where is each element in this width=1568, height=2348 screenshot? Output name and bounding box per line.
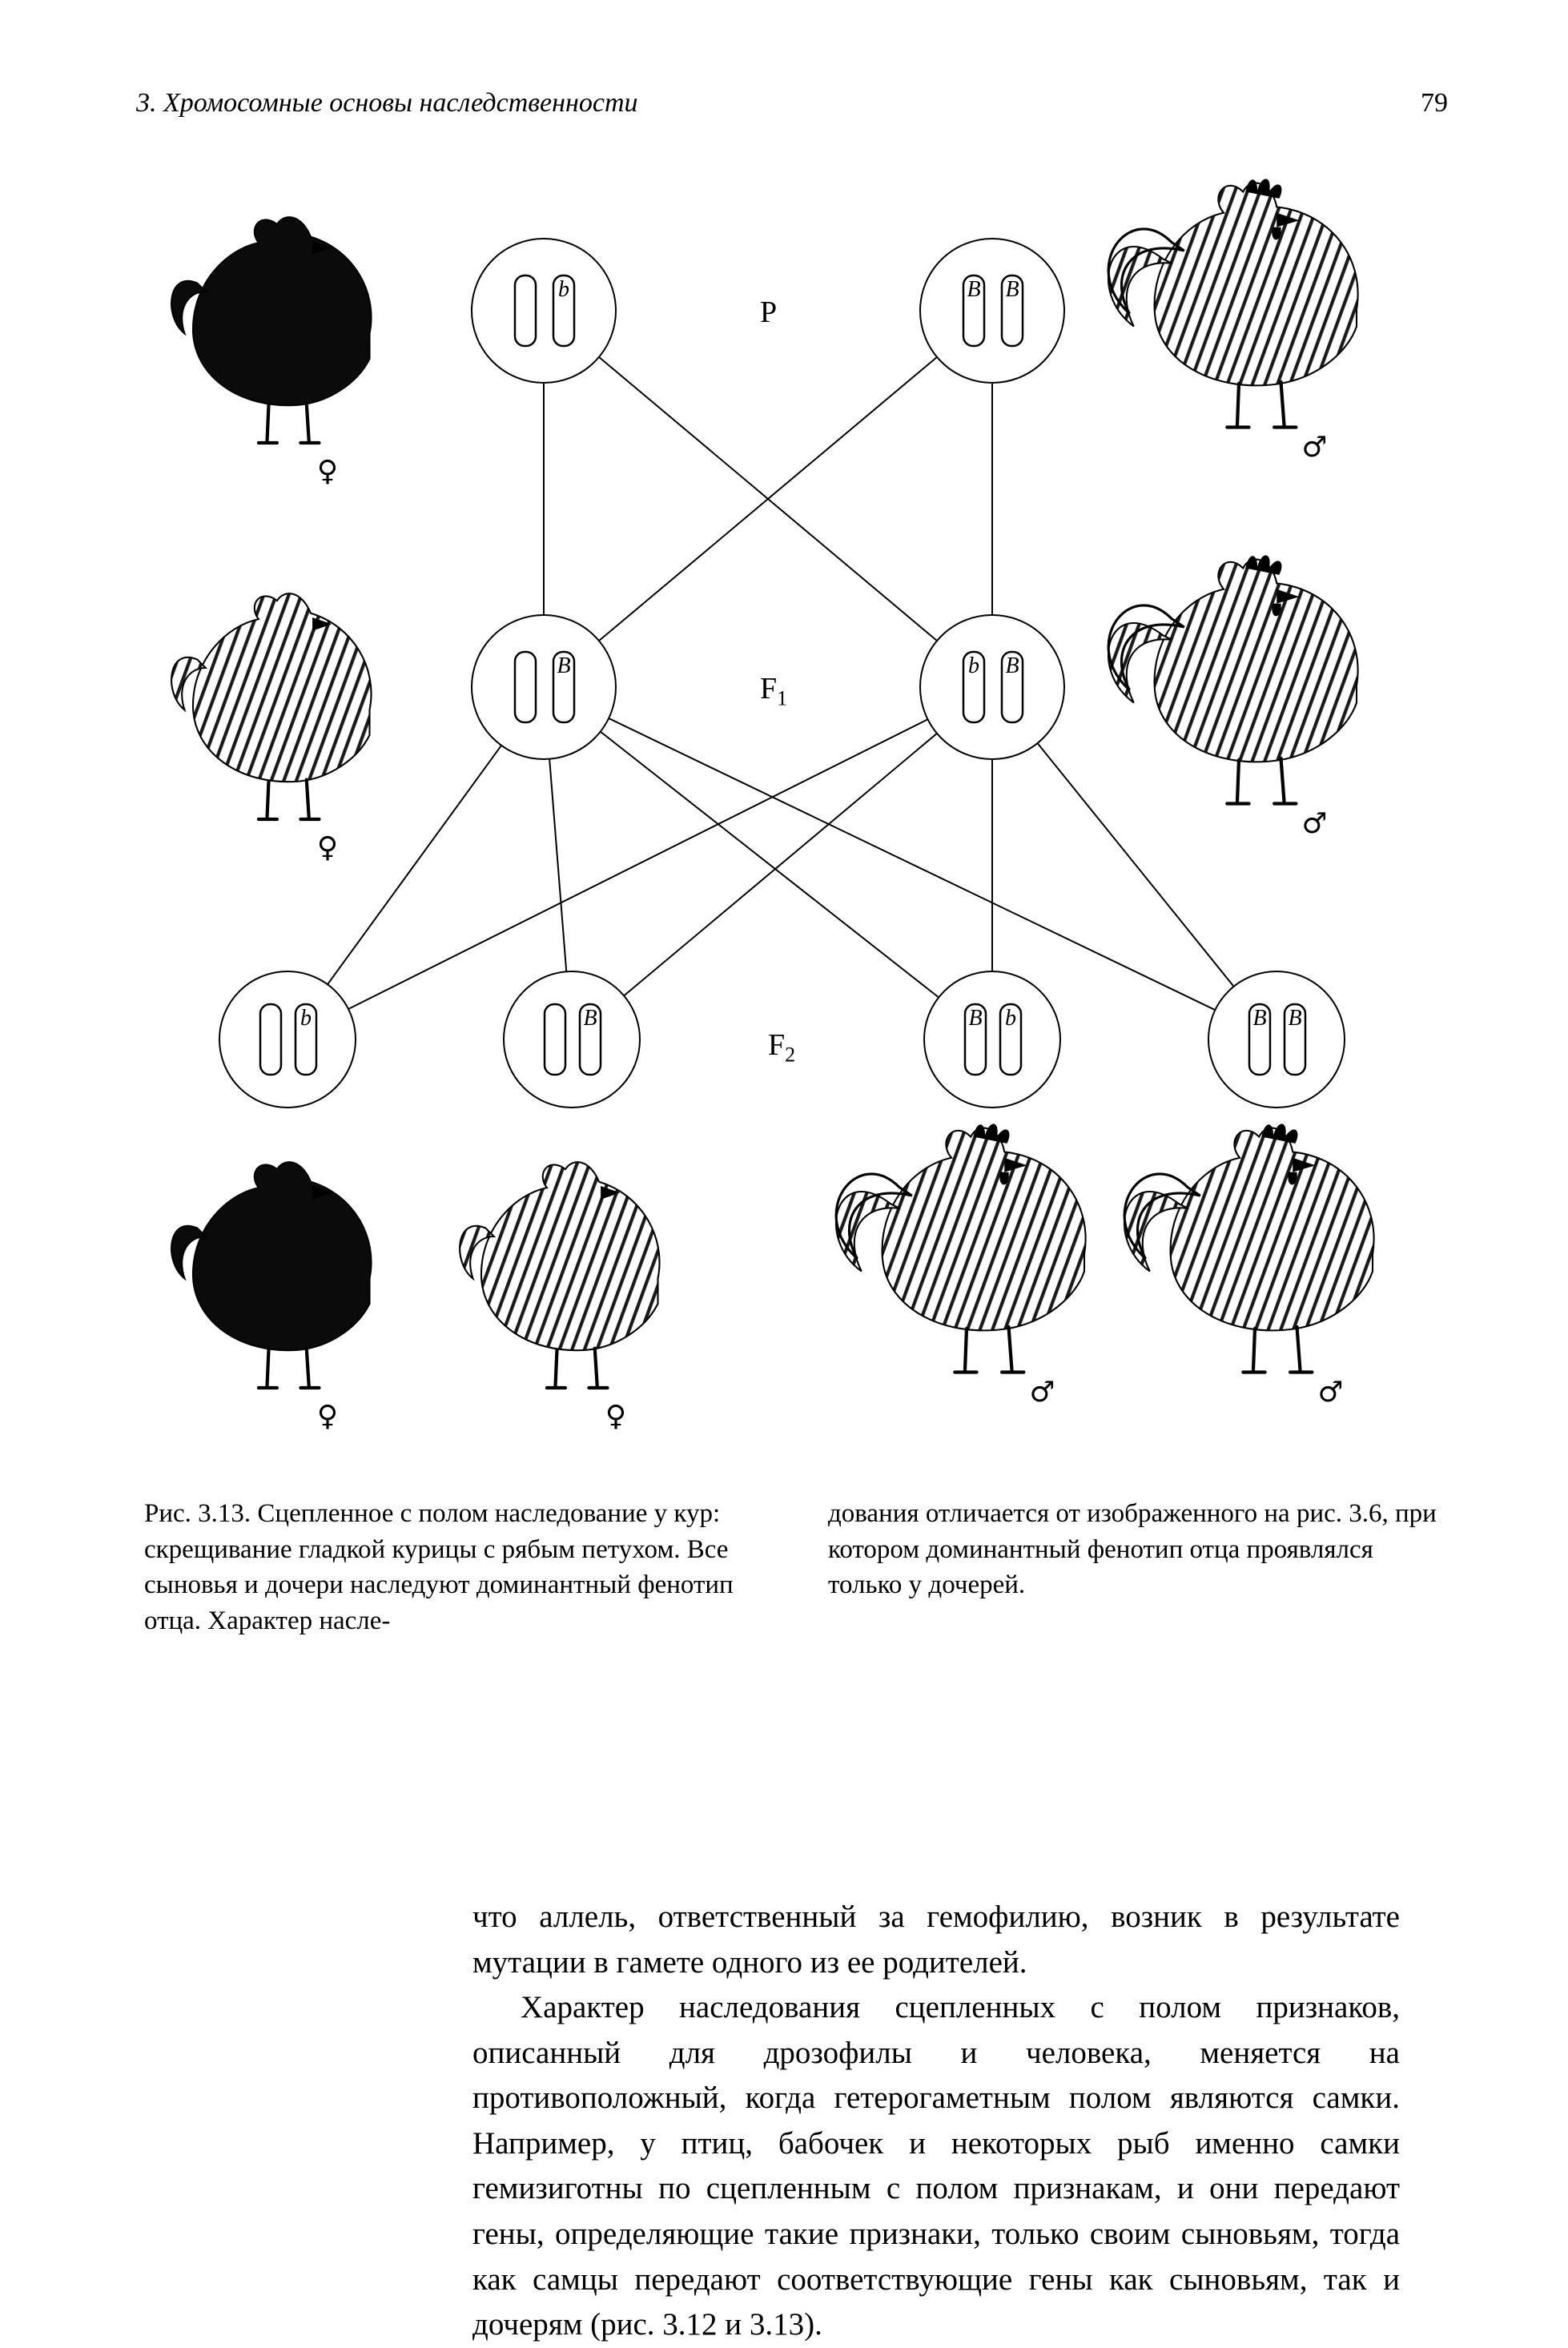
figure-3-13: bBBBbBbBBbBB♀♂♀♂♀♀♂♂ P F1 F2 xyxy=(151,167,1433,1464)
svg-text:b: b xyxy=(968,653,979,678)
svg-text:♂: ♂ xyxy=(1318,1376,1344,1409)
svg-text:♀: ♀ xyxy=(317,455,338,488)
figure-caption: Рис. 3.13. Сцепленное с полом наследован… xyxy=(144,1496,1440,1638)
rooster-icon: ♂ xyxy=(1124,1124,1374,1409)
hen-icon: ♀ xyxy=(171,593,371,864)
running-head: 3. Хромосомные основы наследственности 7… xyxy=(136,88,1448,119)
svg-text:♀: ♀ xyxy=(605,1400,626,1433)
svg-text:♀: ♀ xyxy=(317,831,338,864)
body-text: что аллель, ответственный за гемофилию, … xyxy=(472,1895,1400,2347)
svg-text:B: B xyxy=(557,653,570,678)
caption-col-right: дования отличается от изображенного на р… xyxy=(828,1496,1440,1638)
chapter-title: 3. Хромосомные основы наследственности xyxy=(136,88,638,119)
caption-col-left: Рис. 3.13. Сцепленное с полом наследован… xyxy=(144,1496,756,1638)
svg-text:♂: ♂ xyxy=(1302,807,1328,840)
svg-text:b: b xyxy=(558,277,569,302)
rooster-icon: ♂ xyxy=(1108,555,1358,840)
svg-text:B: B xyxy=(968,1006,982,1031)
hen-icon: ♀ xyxy=(460,1162,659,1433)
generation-label-P: P xyxy=(760,295,777,330)
svg-text:♀: ♀ xyxy=(317,1400,338,1433)
generation-label-F1: F1 xyxy=(760,671,787,711)
svg-text:♂: ♂ xyxy=(1030,1376,1055,1409)
svg-text:B: B xyxy=(1288,1006,1301,1031)
svg-text:B: B xyxy=(1005,653,1019,678)
svg-text:B: B xyxy=(583,1006,597,1031)
rooster-icon: ♂ xyxy=(1108,179,1358,464)
generation-label-F2: F2 xyxy=(768,1027,795,1067)
svg-text:b: b xyxy=(300,1006,312,1031)
rooster-icon: ♂ xyxy=(836,1124,1086,1409)
svg-text:♂: ♂ xyxy=(1302,431,1328,464)
paragraph-continuation: что аллель, ответственный за гемофилию, … xyxy=(472,1895,1400,1985)
hen-icon: ♀ xyxy=(171,1162,371,1433)
inheritance-diagram: bBBBbBbBBbBB♀♂♀♂♀♀♂♂ xyxy=(151,167,1433,1464)
svg-text:B: B xyxy=(1252,1006,1266,1031)
page-number: 79 xyxy=(1421,88,1448,119)
hen-icon: ♀ xyxy=(171,217,371,488)
paragraph-2: Характер наследования сцепленных с полом… xyxy=(472,1985,1400,2347)
svg-text:B: B xyxy=(967,277,980,302)
svg-text:B: B xyxy=(1005,277,1019,302)
svg-text:b: b xyxy=(1005,1006,1016,1031)
